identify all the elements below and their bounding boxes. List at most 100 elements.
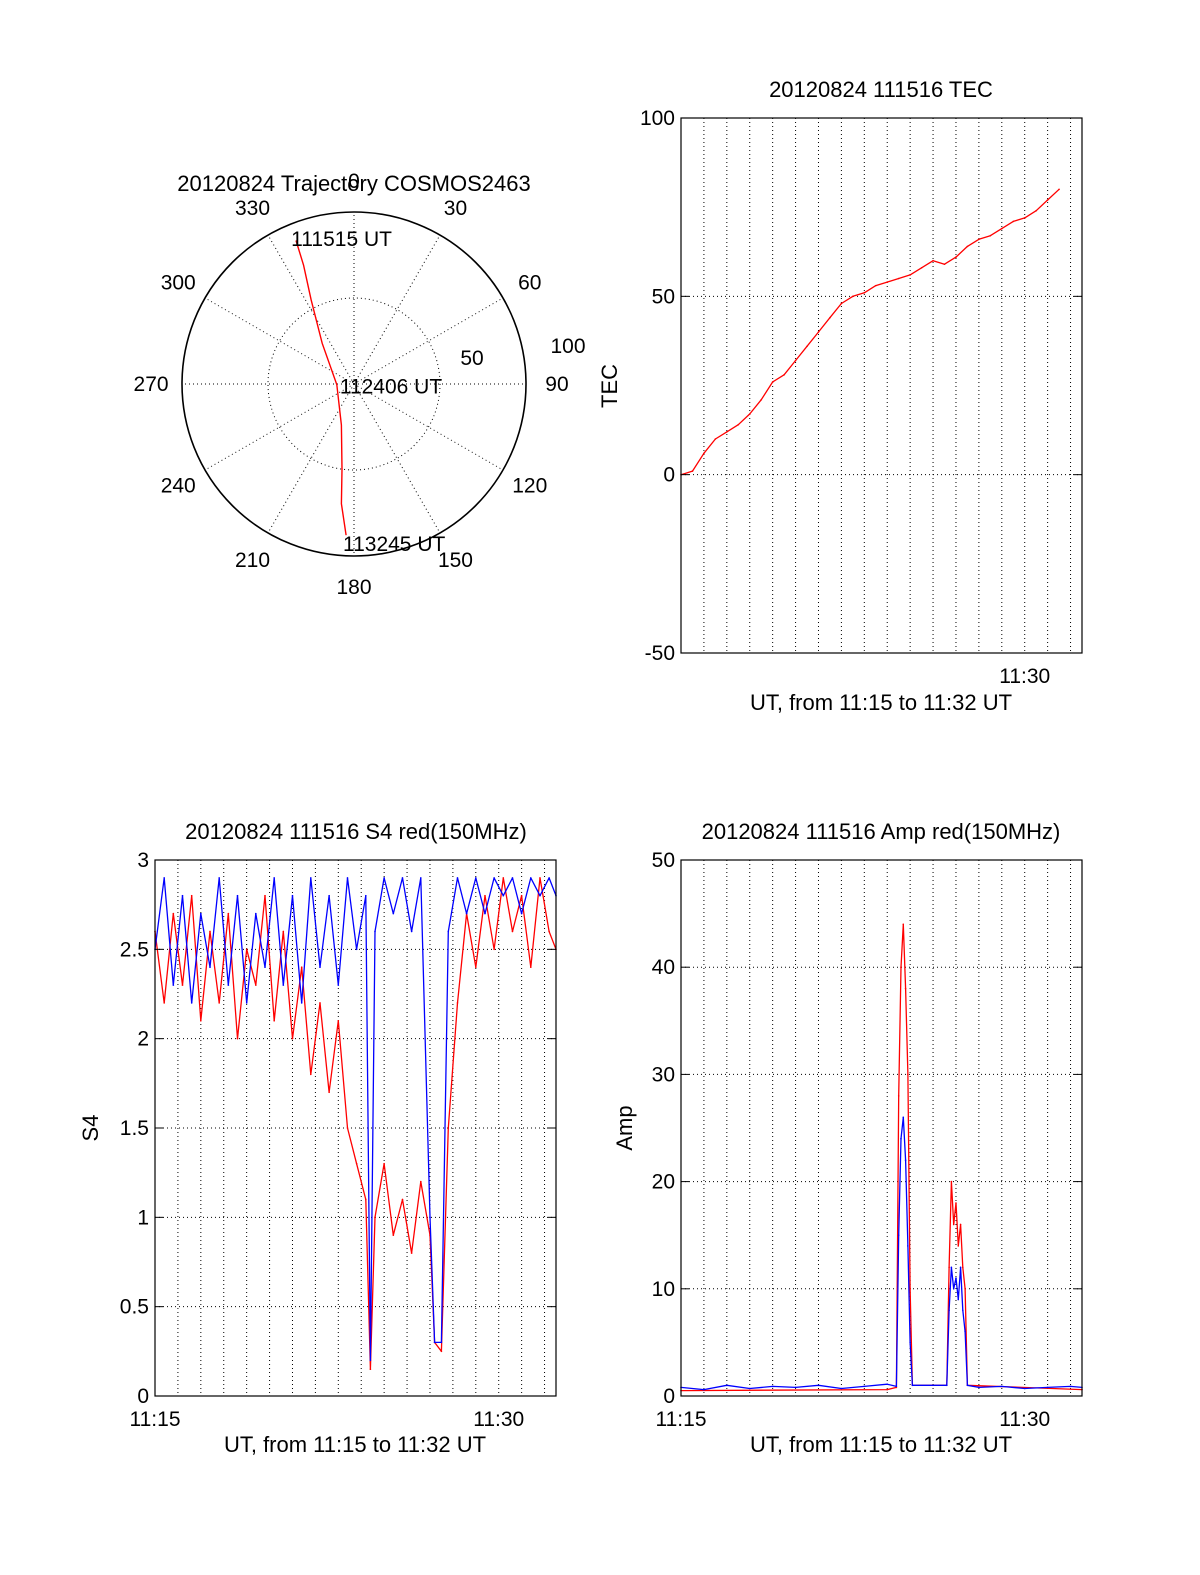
tec-title: 20120824 111516 TEC [769, 77, 993, 102]
s4-series-0-point [310, 1073, 312, 1076]
s4-series-0-point [511, 930, 514, 933]
tec-ytick-label: -50 [645, 642, 675, 665]
amp-series-1-point [978, 1386, 980, 1389]
s4-series-1-point [365, 894, 367, 897]
s4-series-1-point [383, 877, 385, 879]
amp-series-1-point [964, 1330, 966, 1333]
s4-series-0-point [218, 1002, 220, 1004]
s4-series-1-point [218, 877, 220, 879]
polar-annotations: 111515 UT 112406 UT 113245 UT [291, 228, 445, 556]
polar-angle-label-330: 330 [235, 197, 270, 220]
s4-series-1-point [264, 966, 266, 968]
s4-series-0-point [539, 877, 541, 879]
s4-series-1-point [209, 966, 211, 968]
tec-series-0-point [737, 423, 740, 426]
tec-xtick-label: 11:30 [999, 665, 1050, 688]
s4-series-0-point [190, 894, 193, 897]
tec-series-0-point [920, 267, 923, 269]
tec-series-0-point [978, 238, 980, 241]
s4-series-1-point [456, 877, 459, 879]
amp-series-1-point [900, 1137, 902, 1140]
s4-series-1-point [190, 1002, 193, 1004]
s4-series-0-point [209, 930, 211, 933]
tec-series-0-point [989, 234, 992, 237]
polar-spoke-300 [204, 297, 355, 385]
polar-radius-label-50: 50 [460, 347, 483, 370]
s4-series-1-point [511, 877, 514, 879]
polar-spoke-240 [204, 383, 355, 471]
amp-series-0-point [902, 923, 905, 926]
s4-series-0-point [484, 894, 486, 897]
amp-series-1-point [794, 1386, 797, 1389]
amp-series-1-point [748, 1387, 751, 1390]
amp-series-1-point [1046, 1386, 1049, 1389]
s4-series-0-point [447, 1127, 450, 1129]
polar-angle-label-30: 30 [444, 197, 467, 220]
s4-series-0-point [319, 1002, 321, 1004]
tec-series-0-point [783, 374, 785, 376]
amp-series-line-0 [680, 923, 1083, 1392]
amp-series-1-point [911, 1384, 914, 1387]
amp-series-0-point [964, 1288, 966, 1290]
s4-xtick-label: 11:30 [473, 1408, 524, 1431]
s4-series-1-point [172, 984, 175, 986]
s4-ytick-label: 2 [137, 1028, 149, 1051]
s4-ytick-label: 0 [137, 1385, 149, 1408]
s4-series-1-point [475, 877, 477, 879]
tec-series-0-point [771, 381, 774, 383]
amp-grid [681, 860, 1082, 1396]
s4-series-1-point [520, 912, 523, 915]
s4-series-0-point [282, 930, 285, 933]
trajectory-polar-chart: 20120824 Trajectory COSMOS2463 0 30 60 90 12… [134, 170, 586, 599]
tec-series-0-point [1046, 199, 1049, 201]
s4-series-0-point [520, 894, 523, 897]
s4-series-0-point [236, 1037, 239, 1040]
tec-series-0-point [1035, 209, 1037, 212]
tec-series-0-point [748, 413, 751, 415]
s4-series-0-point [369, 1368, 372, 1370]
tec-plot-frame [680, 117, 1083, 654]
s4-series-0-point [410, 1252, 413, 1254]
s4-series-1-point [273, 877, 275, 879]
polar-angle-labels: 0 30 60 90 120 150 180 210 240 270 300 330 50 100 [134, 170, 586, 599]
amp-series-line-1 [680, 1116, 1083, 1391]
tec-series-line-0 [680, 188, 1060, 476]
tec-series-0-point [703, 452, 705, 455]
s4-series-1-point [200, 912, 202, 915]
s4-series-0-point [440, 1350, 443, 1353]
amp-series-1-point [886, 1383, 889, 1386]
s4-series-0-point [365, 1198, 367, 1201]
amp-series-0-point [962, 1266, 964, 1269]
s4-series-0-point [172, 912, 175, 915]
s4-series-1-point [429, 1216, 431, 1219]
s4-series-0-point [181, 984, 184, 986]
tec-series-0-point [1058, 188, 1060, 191]
s4-series-1-point [236, 894, 239, 897]
s4-series-1-point [493, 877, 495, 879]
amp-series-1-point [840, 1387, 843, 1390]
amp-ytick-label: 30 [652, 1063, 675, 1086]
s4-series-0-point [392, 1234, 395, 1236]
s4-series-0-point [245, 948, 248, 951]
polar-trajectory [295, 240, 347, 536]
s4-series-1-point [319, 966, 321, 968]
polar-trajectory-line [295, 240, 347, 536]
s4-series-1-point [163, 877, 165, 879]
polar-outer-circle [181, 211, 527, 557]
s4-series-1-point [346, 877, 349, 879]
tec-series-0-point [886, 281, 889, 283]
s4-series-0-point [273, 1020, 275, 1022]
amp-title: 20120824 111516 Amp red(150MHz) [702, 819, 1061, 844]
polar-angle-label-270: 270 [134, 373, 169, 396]
tec-ytick-label: 0 [663, 464, 675, 487]
amp-series [680, 923, 1083, 1392]
amp-xlabel: UT, from 11:15 to 11:32 UT [750, 1432, 1012, 1457]
polar-annotation-2: 113245 UT [343, 533, 446, 556]
s4-series-0-point [264, 894, 266, 897]
amp-series-1-point [950, 1266, 953, 1269]
amp-series-1-point [897, 1234, 900, 1236]
tec-chart: 20120824 111516 TEC -50 0 50 100 11:30 UT, f… [597, 77, 1083, 715]
amp-ticks: 0 10 20 30 40 50 11:15 11:30 [652, 849, 1082, 1431]
s4-series-1-point [245, 1002, 248, 1004]
